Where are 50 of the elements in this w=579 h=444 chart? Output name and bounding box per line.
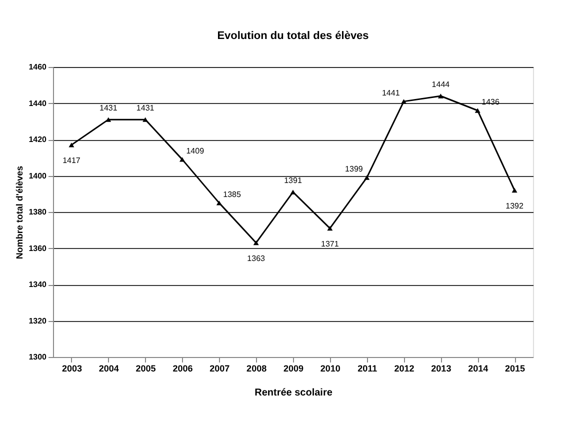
y-tick-label: 1300 [28,352,48,362]
x-tick-label: 2012 [394,364,414,374]
point [106,117,112,122]
y-tick-label: 1360 [28,244,48,253]
x-tick-label: 2011 [358,364,378,374]
y-tick-label: 1320 [28,316,48,326]
x-tick-label: 2013 [431,364,452,374]
y-tick-label: 1400 [28,171,48,180]
data-label: 1431 [99,104,118,113]
x-tick-label: 2014 [468,364,488,374]
point [68,142,74,148]
point [474,108,480,113]
point [364,175,370,180]
y-tick-label: 1440 [28,98,48,108]
data-label: 1385 [223,190,242,199]
y-axis-title: Nombre total d'élèves [14,166,25,260]
data-label: 1431 [136,104,155,113]
point [327,226,333,231]
point [290,190,296,194]
point [438,94,444,98]
data-label: 1363 [247,254,266,263]
x-tick-label: 2006 [172,364,193,374]
data-label: 1399 [345,164,364,174]
data-label: 1371 [321,239,340,248]
x-axis-title: Rentrée scolaire [254,388,333,398]
data-label: 1417 [62,156,81,165]
x-tick-label: 2003 [62,364,82,374]
data-label: 1392 [506,201,524,210]
data-label: 1391 [284,176,302,186]
y-tick-label: 1380 [28,208,48,216]
point [253,240,259,246]
y-tick-label: 1460 [28,62,48,72]
point [142,117,148,122]
y-tick-label: 1340 [28,280,48,289]
chart-title: Evolution du total des élèves [217,30,369,42]
x-tick-label: 2008 [246,364,267,374]
x-tick-label: 2010 [320,364,340,374]
x-tick-label: 2015 [505,364,526,374]
x-tick-label: 2007 [210,364,230,374]
point [216,200,222,206]
x-tick-label: 2009 [283,364,304,374]
point [401,99,407,104]
data-label: 1409 [186,146,205,156]
data-label: 1444 [432,80,450,89]
data-label: 1441 [382,88,400,98]
point [512,188,518,193]
x-tick-label: 2005 [136,364,156,374]
y-tick-label: 1420 [28,135,48,144]
point [179,157,185,162]
x-tick-label: 2004 [98,364,119,374]
